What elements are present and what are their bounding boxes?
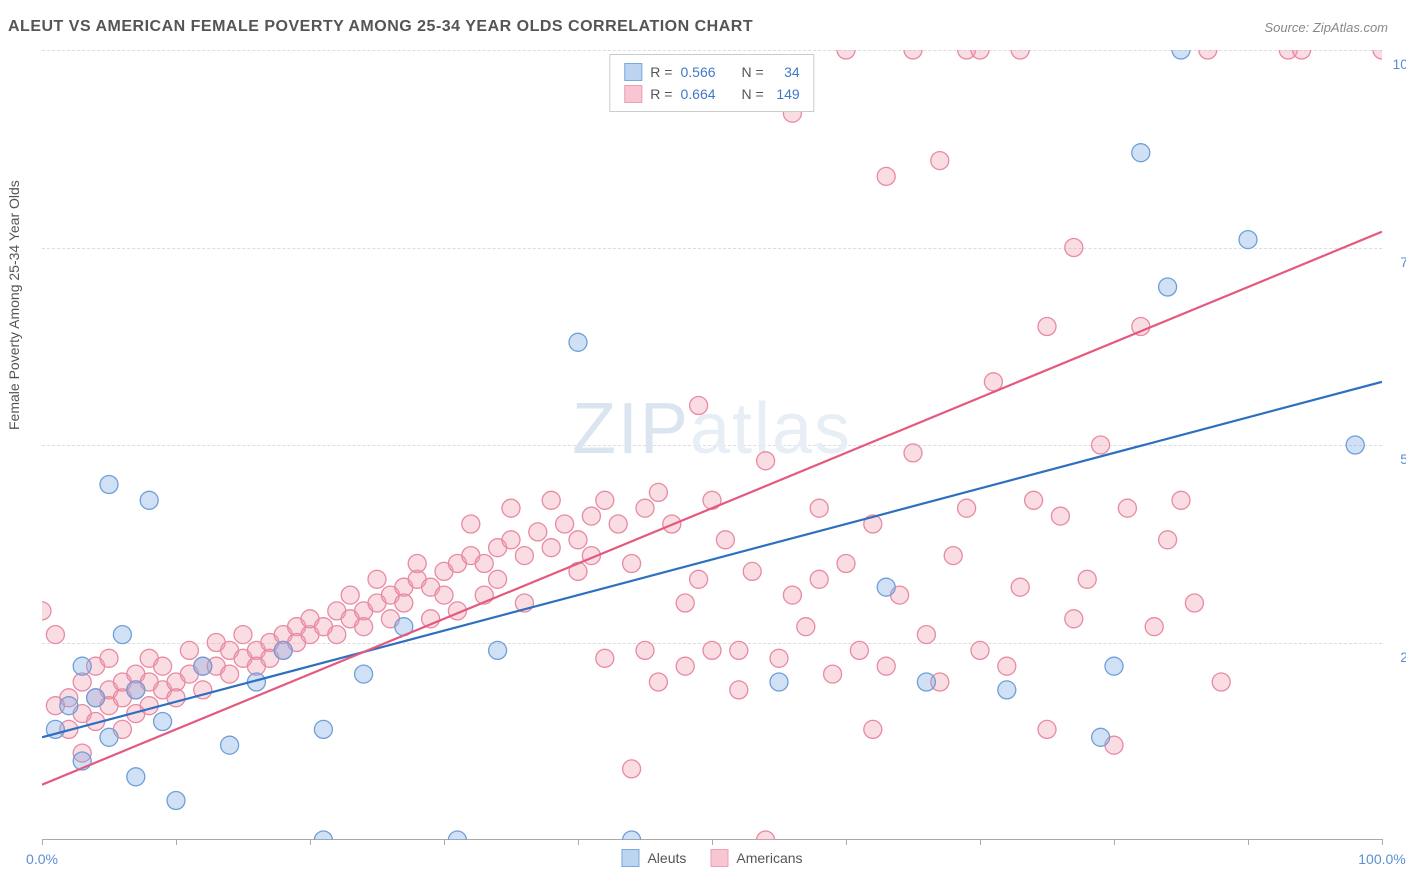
chart-title: ALEUT VS AMERICAN FEMALE POVERTY AMONG 2… [8,18,753,36]
legend-label-aleuts: Aleuts [647,850,686,866]
legend-r-value-americans: 0.664 [680,83,715,105]
legend-swatch-americans [624,85,642,103]
legend-swatch-americans [710,849,728,867]
scatter-plot [42,50,1382,840]
legend-n-label: N = [742,83,764,105]
legend-item-americans: Americans [710,849,802,867]
legend-r-label: R = [650,83,672,105]
chart-area: ZIPatlas R = 0.566 N = 34 R = 0.664 N = … [42,50,1382,840]
y-tick-label: 50.0% [1400,451,1406,467]
source-label: Source: ZipAtlas.com [1264,20,1388,35]
legend-r-label: R = [650,61,672,83]
legend-n-value-aleuts: 34 [772,61,800,83]
legend-n-label: N = [742,61,764,83]
legend-r-value-aleuts: 0.566 [680,61,715,83]
legend-swatch-aleuts [621,849,639,867]
series-legend: Aleuts Americans [621,849,802,867]
legend-label-americans: Americans [736,850,802,866]
y-tick-label: 100.0% [1393,56,1406,72]
y-axis-label: Female Poverty Among 25-34 Year Olds [6,180,22,430]
legend-row-aleuts: R = 0.566 N = 34 [624,61,799,83]
legend-item-aleuts: Aleuts [621,849,686,867]
y-tick-label: 75.0% [1400,254,1406,270]
legend-row-americans: R = 0.664 N = 149 [624,83,799,105]
legend-n-value-americans: 149 [772,83,800,105]
y-tick-label: 25.0% [1400,649,1406,665]
x-tick-label: 100.0% [1358,851,1405,867]
x-tick-label: 0.0% [26,851,58,867]
correlation-legend: R = 0.566 N = 34 R = 0.664 N = 149 [609,54,814,112]
legend-swatch-aleuts [624,63,642,81]
